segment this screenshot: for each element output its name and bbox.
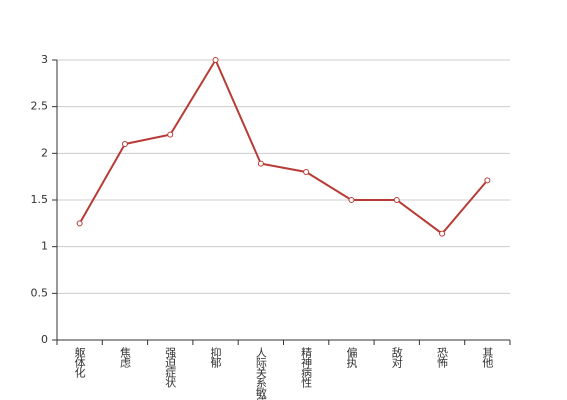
point xyxy=(76,220,83,227)
x-tick-label: 偏执 xyxy=(345,346,358,369)
x-tick-label: 抑郁 xyxy=(209,346,222,368)
y-tick-label: 0.5 xyxy=(31,286,49,299)
point xyxy=(257,160,264,167)
x-tick-label: 其他 xyxy=(481,347,494,368)
y-tick-label: 3 xyxy=(41,53,48,66)
x-tick-label: 精神病性 xyxy=(300,347,313,389)
point xyxy=(167,131,174,138)
point xyxy=(212,57,219,63)
x-tick-label: 焦虑 xyxy=(118,347,131,368)
x-tick-label: 恐怖 xyxy=(436,347,449,368)
point xyxy=(484,177,491,184)
x-tick-label: 躯体化 xyxy=(73,347,86,379)
line xyxy=(78,57,489,235)
x-tick-label: 人际关系敏感 xyxy=(254,347,267,400)
y-tick-label: 1.5 xyxy=(31,193,49,206)
point xyxy=(121,141,128,147)
x-tick-label: 强迫症状 xyxy=(164,347,177,388)
point xyxy=(303,169,310,175)
y-tick-label: 1 xyxy=(41,240,48,253)
point xyxy=(393,197,400,203)
y-tick-label: 0 xyxy=(41,333,48,346)
x-tick-label: 敌对 xyxy=(390,346,403,368)
y-tick-label: 2 xyxy=(41,146,48,159)
point xyxy=(439,230,446,237)
y-tick-label: 2.5 xyxy=(31,100,49,113)
point xyxy=(348,197,355,203)
